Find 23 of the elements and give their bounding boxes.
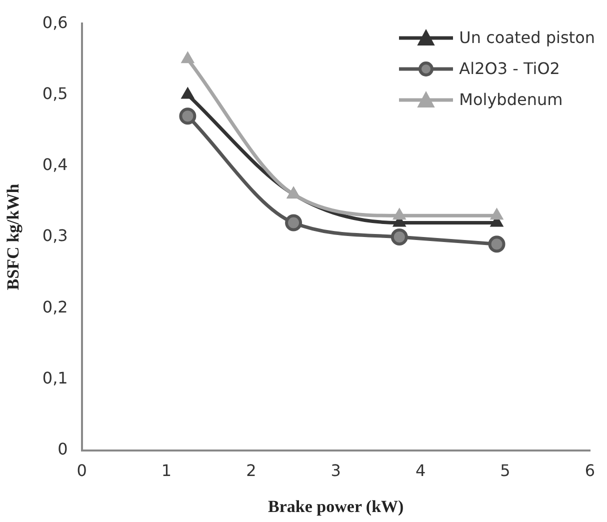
y-tick-label: 0 [58, 440, 68, 459]
x-axis-title: Brake power (kW) [268, 497, 404, 516]
point [181, 87, 194, 99]
x-tick-label: 3 [330, 461, 341, 480]
legend-label: Al2O3 - TiO2 [459, 59, 560, 78]
y-axis-title: BSFC kg/kWh [4, 183, 23, 290]
y-tick-label: 0,5 [42, 84, 68, 103]
x-tick-label: 5 [500, 461, 510, 480]
point [490, 208, 504, 220]
x-tick-label: 2 [246, 461, 256, 480]
y-tick-label: 0,3 [42, 226, 68, 246]
y-tick-label: 0,6 [42, 12, 68, 32]
legend-label: Molybdenum [459, 90, 563, 109]
y-tick-label: 0,4 [42, 155, 68, 174]
x-tick-label: 4 [415, 461, 426, 480]
point [392, 208, 406, 220]
x-tick-label: 0 [76, 461, 87, 480]
x-tick-label: 6 [584, 461, 596, 480]
y-tick-label: 0,1 [42, 368, 68, 388]
y-tick-label: 0,2 [42, 297, 68, 316]
x-tick-label: 1 [161, 461, 172, 480]
legend-label: Un coated piston [459, 28, 595, 47]
point [181, 52, 194, 64]
